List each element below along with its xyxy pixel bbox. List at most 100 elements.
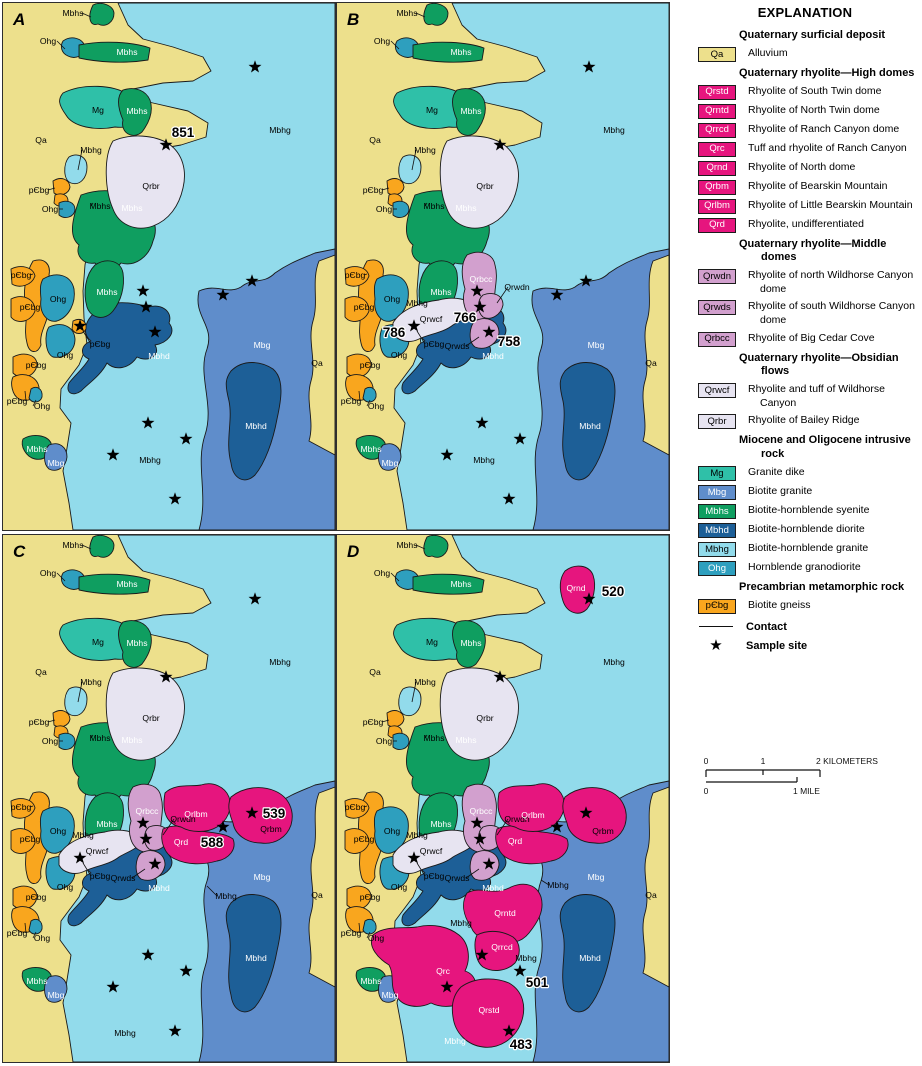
map-unit-label: Mbhs: [360, 444, 381, 454]
map-unit-label: Mbhs: [126, 106, 147, 116]
map-panel-B: Mbhs Ohg Mbhs Mg Mbhs Mbhg Qa Mbhg Qrbr pЄbg Ohg Mb…: [336, 2, 670, 531]
legend-item-Qrbcc: Qrbcc Rhyolite of Big Cedar Cove: [688, 331, 922, 347]
scale-bar: 0 1 2 KILOMETERS 0 1 MILE: [698, 750, 888, 803]
sample-site-star: [550, 288, 564, 301]
map-unit-label: Mbhg: [406, 298, 428, 308]
map-unit-label: Qrbcc: [470, 806, 494, 816]
legend-item-Qrrcd: Qrrcd Rhyolite of Ranch Canyon dome: [688, 122, 922, 138]
legend-item-Qrwdn: Qrwdn Rhyolite of north Wildhorse Canyon …: [688, 269, 922, 296]
sample-site-star: [139, 300, 153, 313]
unit-Qrwcf: [58, 829, 144, 874]
map-unit-label: Mbhs: [423, 733, 444, 743]
unit-Ohg: [28, 386, 43, 403]
sample-site-star: [106, 980, 120, 993]
map-unit-label: Mbhs: [121, 735, 142, 745]
scale-bar-label: 1 MILE: [793, 786, 820, 796]
panel-letter: A: [12, 10, 25, 29]
sample-site-star: [159, 138, 173, 151]
map-unit-label: Qrd: [174, 837, 189, 847]
legend-item-label: Tuff and rhyolite of Ranch Canyon: [748, 141, 907, 154]
unit-pCbg: [10, 798, 36, 819]
legend-item-label: Biotite-hornblende syenite: [748, 503, 870, 516]
label-leader-line: [465, 336, 480, 347]
sample-site-star: [141, 948, 155, 961]
map-unit-label: pЄbg: [11, 802, 32, 812]
explanation-legend: EXPLANATION Quaternary surficial deposit…: [688, 5, 922, 657]
legend-swatch-Qrntd: Qrntd: [698, 103, 736, 119]
unit-Ohg: [362, 918, 377, 935]
label-leader-line: [390, 40, 400, 50]
sample-site-star: [482, 857, 496, 870]
map-unit-label: Mbhd: [482, 351, 504, 361]
map-unit-label: Mg: [426, 105, 438, 115]
legend-sample-site-row: ★ Sample site: [688, 638, 922, 653]
legend-item-Qrnd: Qrnd Rhyolite of North dome: [688, 160, 922, 176]
label-leader-line: [81, 12, 92, 18]
sample-site-star: [216, 288, 230, 301]
label-leader-line: [496, 818, 509, 836]
map-unit-label: pЄbg: [29, 185, 50, 195]
map-unit-label: Ohg: [34, 401, 50, 411]
sample-site-star: [179, 432, 193, 445]
sample-site-star: [136, 816, 150, 829]
legend-swatch-Mbg: Mbg: [698, 484, 736, 500]
contact-label: Contact: [746, 620, 787, 633]
legend-swatch-Mbhd: Mbhd: [698, 522, 736, 538]
legend-contact-row: Contact: [688, 621, 922, 633]
label-leader-line: [56, 572, 66, 582]
map-unit-label: Ohg: [57, 350, 73, 360]
legend-item-Mbhd: Mbhd Biotite-hornblende diorite: [688, 522, 922, 538]
label-leader-line: [366, 399, 371, 407]
sample-site-star: [248, 60, 262, 73]
map-unit-label: pЄbg: [341, 928, 362, 938]
legend-swatch-Qrbcc: Qrbcc: [698, 331, 736, 347]
label-leader-line: [415, 544, 426, 550]
unit-Mbg: [44, 443, 68, 471]
sample-site-star: [179, 964, 193, 977]
label-leader-line: [90, 202, 94, 207]
unit-Qa: [308, 254, 335, 456]
map-unit-label: Mbhs: [430, 819, 451, 829]
map-unit-label: Mg: [92, 105, 104, 115]
label-leader-line: [465, 868, 480, 879]
sample-site-star: [513, 432, 527, 445]
map-unit-label: Qrbcc: [136, 806, 160, 816]
label-leader-line: [424, 734, 428, 739]
map-unit-label: Mbhg: [269, 657, 291, 667]
legend-swatch-Qrwds: Qrwds: [698, 300, 736, 316]
map-unit-label: Qrbr: [476, 713, 493, 723]
unit-pCbg: [344, 296, 370, 322]
sample-site-star: [513, 964, 527, 977]
sample-site-star: [470, 816, 484, 829]
age-label: 520: [602, 584, 625, 599]
scale-bar-label: 2 KILOMETERS: [816, 756, 878, 766]
map-unit-label: Mbhs: [126, 638, 147, 648]
age-label: 501: [526, 975, 549, 990]
map-unit-label: Mbg: [48, 458, 65, 468]
map-unit-label: Mbhs: [26, 976, 47, 986]
sample-site-star: [475, 416, 489, 429]
map-unit-label: pЄbg: [345, 802, 366, 812]
label-leader-line: [390, 572, 400, 582]
legend-item-label: Rhyolite of south Wildhorse Canyon dome: [748, 300, 915, 326]
map-unit-label: Mbg: [382, 990, 399, 1000]
label-leader-line: [366, 931, 371, 939]
label-leader-line: [24, 390, 27, 402]
legend-swatch-Qrd: Qrd: [698, 217, 736, 233]
map-unit-label: Mbhs: [62, 8, 83, 18]
map-unit-label: Qrlbm: [184, 809, 207, 819]
legend-item-label: Rhyolite of Bailey Ridge: [748, 414, 860, 427]
unit-pCbg: [10, 266, 36, 287]
sample-site-star: [248, 592, 262, 605]
map-unit-label: Mbhs: [396, 540, 417, 550]
map-unit-label: Mbhg: [414, 145, 436, 155]
map-unit-label: Qrwcf: [420, 314, 443, 324]
sample-site-star: [493, 138, 507, 151]
legend-swatch-Qrrcd: Qrrcd: [698, 122, 736, 138]
map-unit-label: Ohg: [50, 826, 66, 836]
map-unit-label: Qrnd: [566, 583, 585, 593]
legend-swatch-pЄbg: pЄbg: [698, 598, 736, 614]
map-unit-label: Mbhg: [603, 125, 625, 135]
label-leader-line: [56, 40, 66, 50]
map-unit-label: Mbhd: [579, 953, 601, 963]
